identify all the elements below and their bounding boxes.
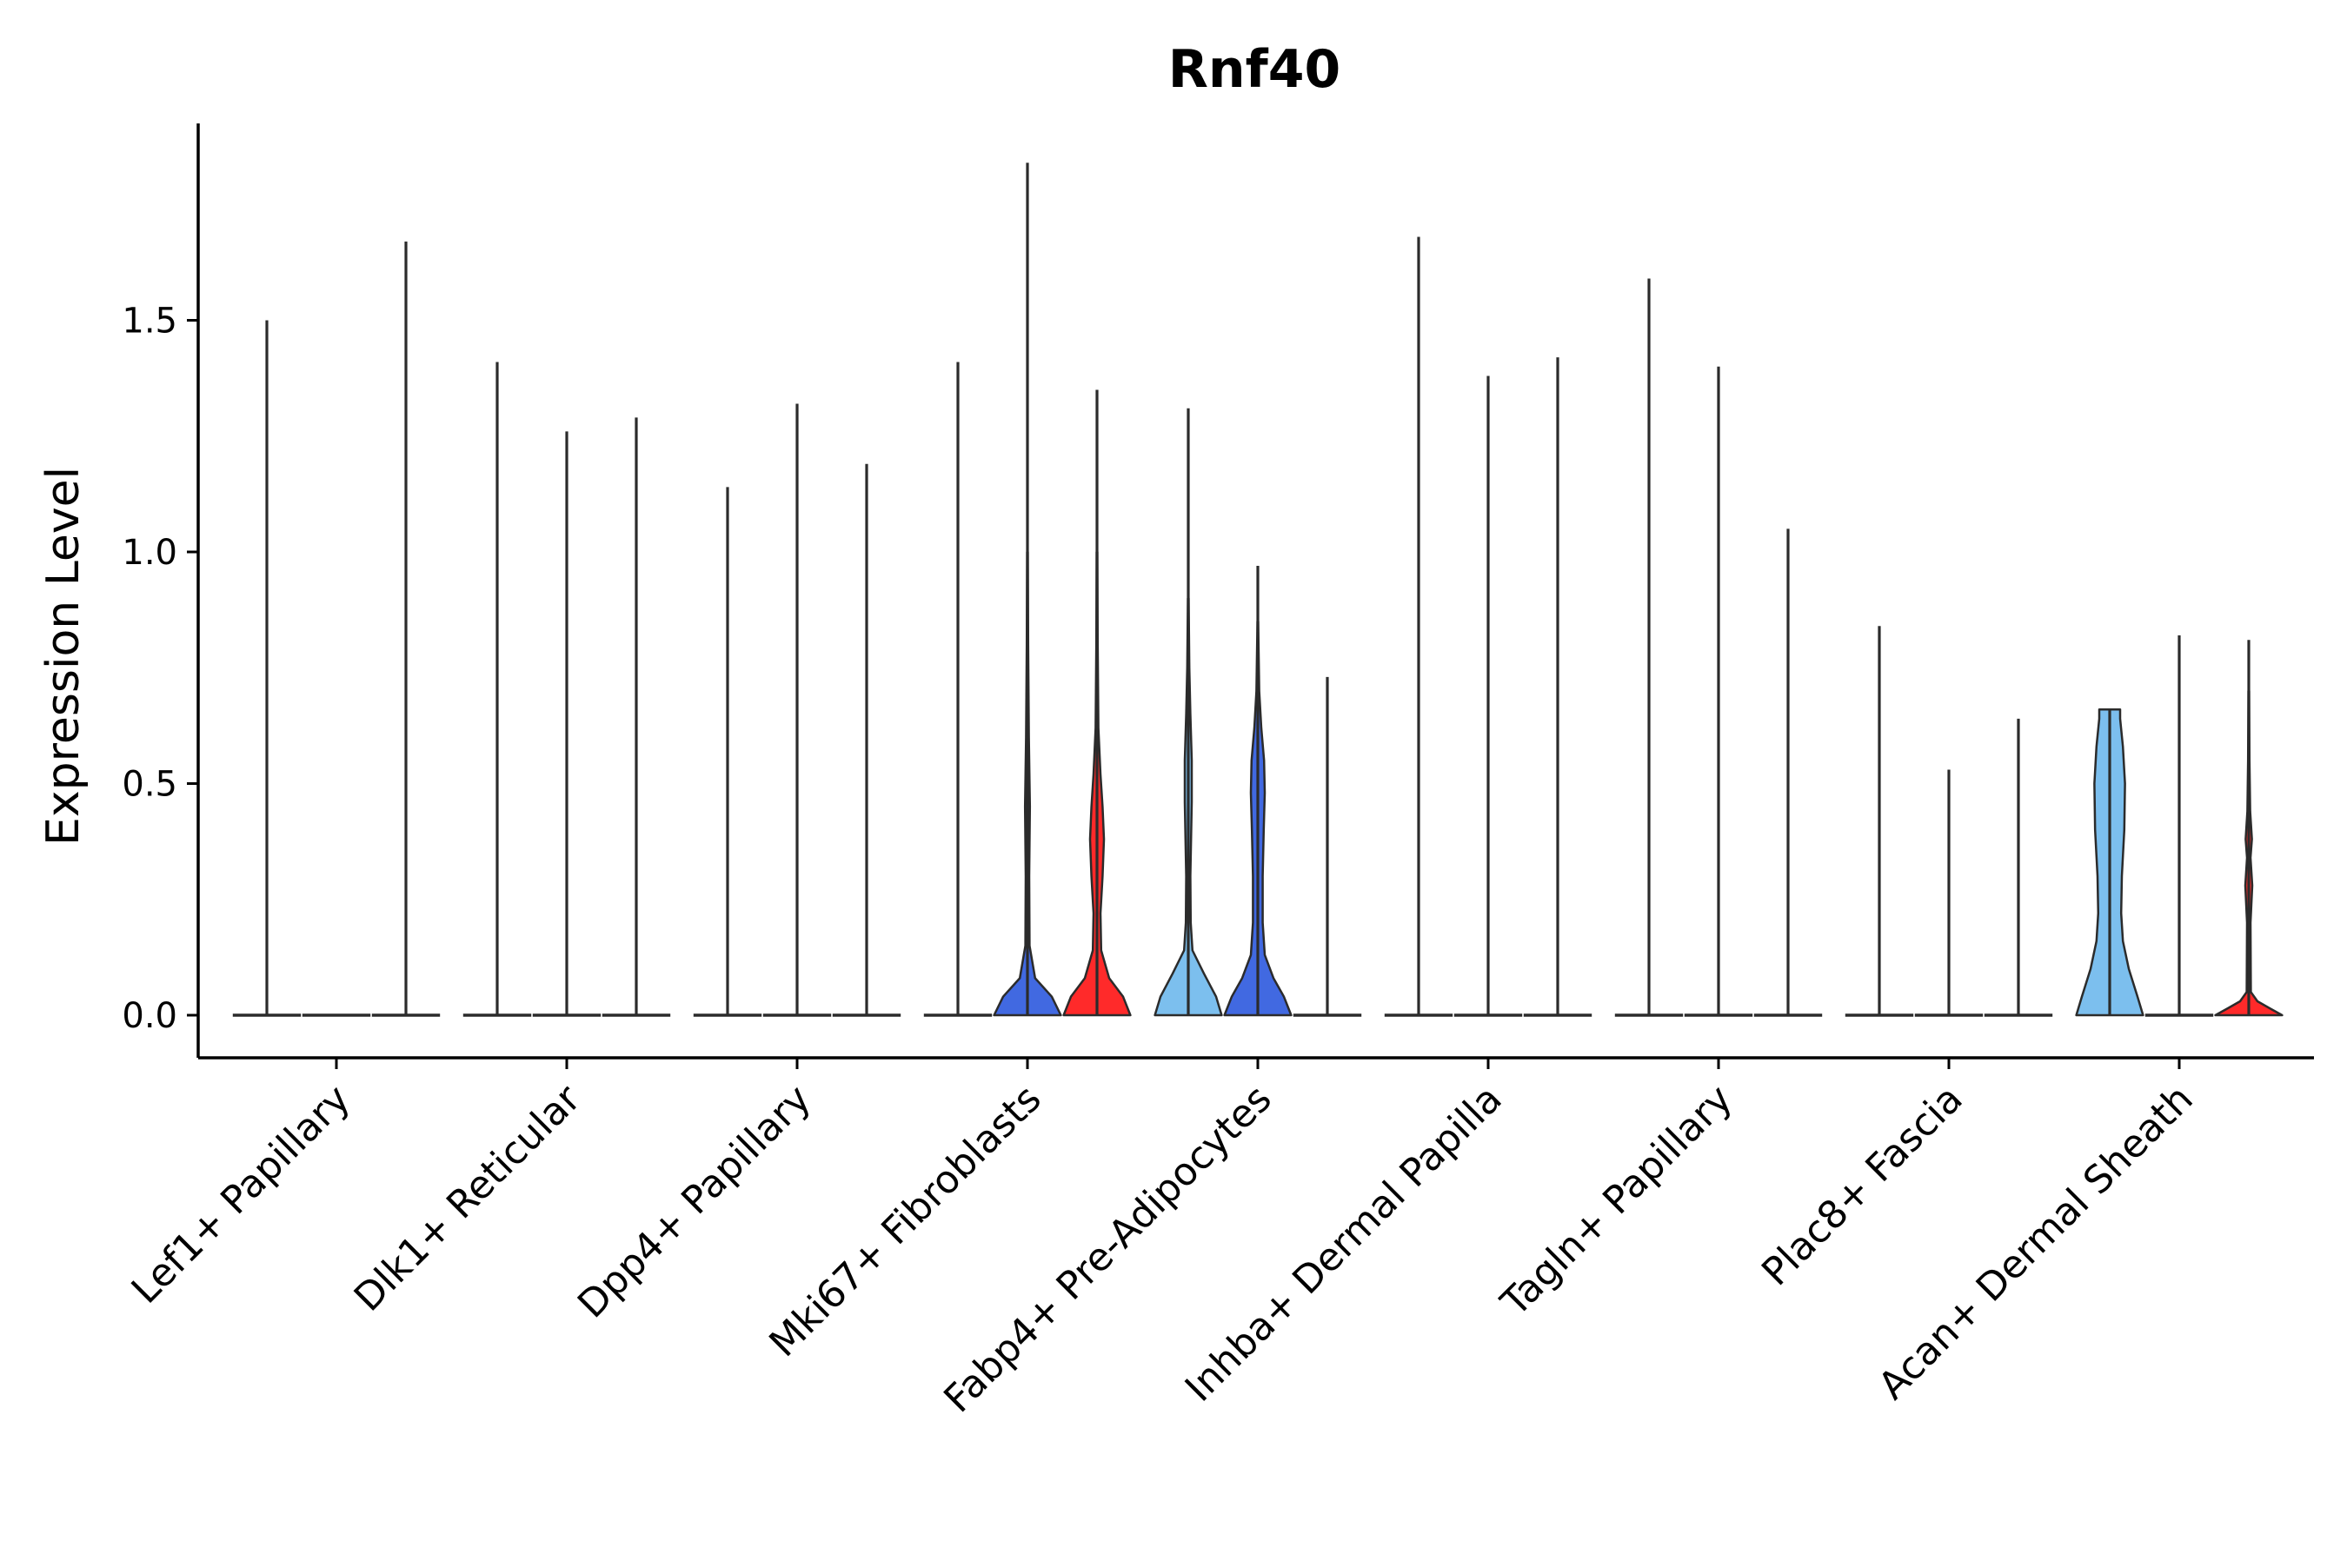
violin-group_2	[1453, 375, 1523, 1017]
violin-group_1	[1845, 626, 1914, 1017]
y-tick-label: 1.5	[122, 302, 177, 342]
violin-group_2	[532, 431, 602, 1017]
violin-group_3	[1984, 718, 2053, 1017]
x-tick-label: Lef1+ Papillary	[123, 1077, 359, 1312]
violin-group_3	[1523, 357, 1592, 1017]
violin-group_1	[232, 320, 302, 1017]
violin-group_3	[832, 463, 901, 1017]
violin-group_2	[762, 403, 832, 1017]
violin-group_1	[693, 487, 762, 1017]
violin-group_3	[1293, 676, 1362, 1017]
violin-group_1	[2075, 708, 2144, 1017]
violin-group_2	[1684, 366, 1753, 1017]
y-tick-label: 1.0	[122, 533, 177, 573]
violin-group_2	[1223, 565, 1293, 1017]
violin-group_3	[2214, 640, 2284, 1017]
violin-group_2	[1914, 769, 1984, 1017]
y-tick-label: 0.5	[122, 765, 177, 805]
violin-group_1	[462, 362, 532, 1017]
violin-group_1	[1614, 278, 1684, 1017]
violin-group_2	[2144, 635, 2214, 1017]
violin-group_3	[371, 241, 441, 1017]
x-tick-label: Tagln+ Papillary	[1493, 1077, 1741, 1325]
violin-group_1	[1384, 236, 1453, 1017]
x-tick-label: Dlk1+ Reticular	[346, 1076, 590, 1320]
y-tick-label: 0.0	[122, 996, 177, 1036]
x-tick-label: Dpp4+ Papillary	[569, 1077, 820, 1327]
y-axis-label: Expression Level	[37, 467, 90, 846]
violin-group_1	[1154, 408, 1223, 1017]
violin-group_3	[1062, 389, 1132, 1017]
violin-group_3	[602, 417, 671, 1017]
violin-group_2	[993, 163, 1062, 1017]
violin-group_3	[1753, 528, 1823, 1017]
chart-title: Rnf40	[1168, 39, 1341, 100]
x-tick-label: Plac8+ Fascia	[1753, 1077, 1971, 1295]
violin-group_1	[923, 362, 993, 1017]
